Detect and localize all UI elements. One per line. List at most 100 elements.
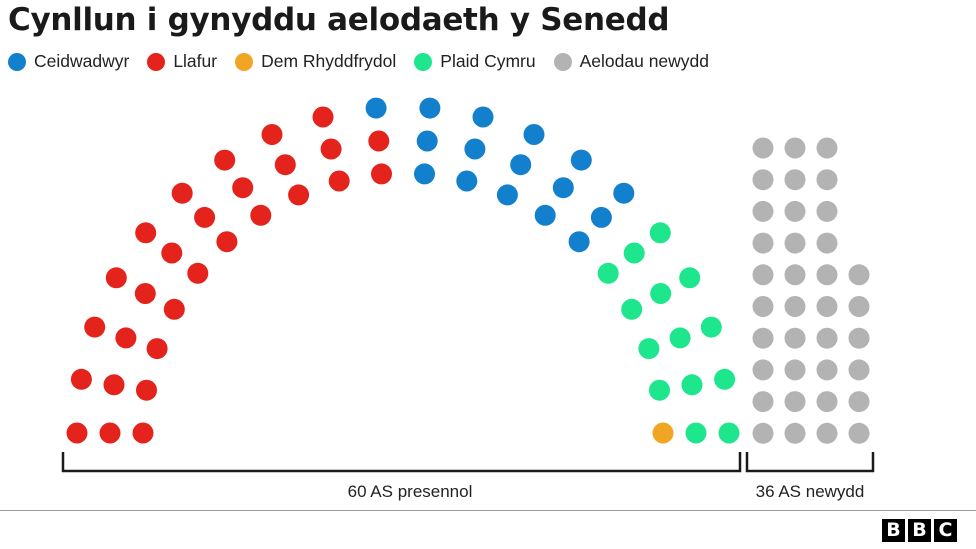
seat-plaid-cymru — [597, 262, 619, 284]
seat-llafur — [187, 262, 209, 284]
seat-ceidwadwyr — [472, 106, 494, 128]
bbc-logo: B B C — [882, 519, 957, 542]
legend-swatch-aelodau-newydd — [553, 52, 572, 71]
seat-llafur — [288, 184, 310, 206]
seat-aelodau-newydd — [816, 264, 838, 286]
seat-aelodau-newydd — [752, 137, 774, 159]
seat-llafur — [161, 242, 183, 264]
seat-aelodau-newydd — [752, 264, 774, 286]
seat-llafur — [368, 130, 390, 152]
seat-ceidwadwyr — [534, 204, 556, 226]
seat-aelodau-newydd — [848, 422, 870, 444]
bbc-logo-letter: C — [934, 519, 957, 542]
bbc-logo-letter: B — [908, 519, 931, 542]
legend-label-ceidwadwyr: Ceidwadwyr — [34, 51, 130, 71]
label-new-members: 36 AS newydd — [756, 482, 865, 501]
seat-llafur — [66, 422, 88, 444]
seat-ceidwadwyr — [464, 138, 486, 160]
legend-label-plaid-cymru: Plaid Cymru — [440, 51, 536, 71]
seat-aelodau-newydd — [816, 137, 838, 159]
seat-aelodau-newydd — [816, 296, 838, 317]
seat-aelodau-newydd — [752, 232, 774, 254]
seat-ceidwadwyr — [456, 170, 478, 192]
seat-llafur — [105, 267, 127, 289]
seat-ceidwadwyr — [510, 154, 532, 176]
seat-aelodau-newydd — [784, 232, 806, 254]
seat-plaid-cymru — [638, 338, 660, 360]
seat-ceidwadwyr — [590, 206, 612, 228]
legend-swatch-ceidwadwyr — [8, 52, 26, 71]
seat-llafur — [115, 327, 137, 349]
seat-plaid-cymru — [621, 298, 643, 320]
seat-plaid-cymru — [718, 422, 740, 444]
seat-ceidwadwyr — [523, 124, 545, 145]
seat-llafur — [103, 374, 125, 396]
seat-llafur — [328, 170, 350, 192]
label-current-members: 60 AS presennol — [348, 482, 473, 501]
seat-aelodau-newydd — [752, 391, 774, 413]
seat-llafur — [250, 204, 272, 226]
seat-llafur — [146, 338, 168, 360]
legend-item-dem-rhyddfrydol: Dem Rhyddfrydol — [235, 51, 396, 72]
seat-llafur — [70, 368, 92, 390]
seat-llafur — [371, 163, 392, 185]
seat-aelodau-newydd — [816, 200, 838, 222]
legend-item-aelodau-newydd: Aelodau newydd — [553, 51, 710, 72]
seat-aelodau-newydd — [784, 327, 806, 349]
seat-plaid-cymru — [685, 422, 707, 444]
legend: Ceidwadwyr Llafur Dem Rhyddfrydol Plaid … — [8, 51, 727, 72]
seat-aelodau-newydd — [848, 391, 870, 413]
seat-aelodau-newydd — [784, 169, 806, 191]
seat-llafur — [320, 138, 342, 160]
seat-llafur — [132, 422, 154, 444]
seat-ceidwadwyr — [568, 231, 590, 253]
seat-plaid-cymru — [650, 283, 672, 304]
seat-ceidwadwyr — [570, 149, 592, 171]
legend-label-aelodau-newydd: Aelodau newydd — [579, 51, 710, 71]
seat-aelodau-newydd — [752, 359, 774, 381]
seat-llafur — [84, 316, 106, 338]
seat-aelodau-newydd — [784, 391, 806, 413]
seat-ceidwadwyr — [496, 184, 518, 206]
seat-plaid-cymru — [669, 327, 691, 349]
seat-aelodau-newydd — [816, 422, 838, 444]
seat-aelodau-newydd — [816, 169, 838, 191]
chart-title: Cynllun i gynyddu aelodaeth y Senedd — [8, 2, 670, 38]
legend-label-llafur: Llafur — [173, 51, 218, 71]
seat-aelodau-newydd — [752, 422, 774, 444]
seat-llafur — [214, 149, 236, 171]
seat-aelodau-newydd — [848, 327, 870, 349]
seat-llafur — [135, 222, 157, 244]
legend-item-plaid-cymru: Plaid Cymru — [414, 51, 536, 72]
seat-ceidwadwyr — [552, 177, 574, 199]
seat-ceidwadwyr — [419, 97, 441, 119]
seat-aelodau-newydd — [816, 391, 838, 413]
seat-aelodau-newydd — [752, 169, 774, 191]
bracket-new-members — [745, 452, 875, 473]
seat-ceidwadwyr — [613, 182, 635, 204]
seat-aelodau-newydd — [816, 327, 838, 349]
seat-dem-rhyddfrydol — [652, 422, 674, 444]
seat-aelodau-newydd — [784, 264, 806, 286]
seat-ceidwadwyr — [414, 163, 435, 185]
seat-llafur — [312, 106, 334, 128]
seat-aelodau-newydd — [784, 200, 806, 222]
seat-aelodau-newydd — [848, 264, 870, 286]
seat-llafur — [99, 422, 121, 444]
seat-llafur — [216, 231, 238, 253]
bbc-logo-letter: B — [882, 519, 905, 542]
seat-llafur — [134, 283, 156, 304]
seat-llafur — [171, 182, 193, 204]
seat-aelodau-newydd — [848, 296, 870, 317]
footer-divider — [0, 510, 976, 511]
bracket-current-members — [61, 452, 742, 473]
seat-llafur — [136, 379, 157, 401]
new-seats-grid — [752, 137, 870, 444]
seat-llafur — [261, 124, 283, 145]
legend-item-ceidwadwyr: Ceidwadwyr — [8, 51, 129, 72]
seat-aelodau-newydd — [784, 296, 806, 317]
current-seats-arc — [66, 97, 740, 444]
seat-llafur — [232, 177, 254, 199]
seat-llafur — [194, 206, 216, 228]
